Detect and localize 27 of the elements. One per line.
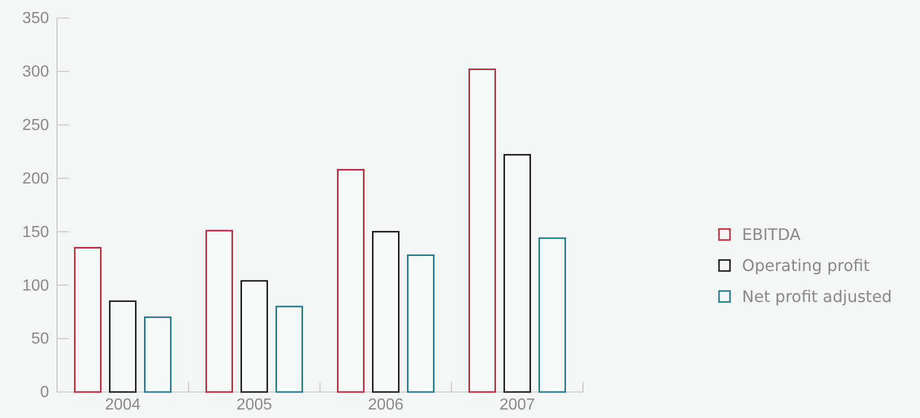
bar [504, 154, 531, 393]
bar [74, 246, 102, 393]
bar [276, 306, 303, 393]
legend-label: EBITDA [742, 225, 801, 244]
y-tick-label: 150 [22, 224, 50, 241]
y-tick-label: 50 [31, 330, 50, 348]
bar [372, 230, 400, 393]
legend-label: Operating profit [742, 256, 870, 275]
bar [538, 237, 566, 393]
bar [337, 168, 364, 393]
bar [206, 230, 233, 393]
bar [468, 68, 496, 393]
y-tick-label: 300 [22, 64, 50, 81]
bar [407, 254, 434, 393]
y-tick-label: 250 [22, 116, 50, 134]
bar [109, 300, 136, 393]
y-tick-label: 100 [22, 277, 50, 294]
legend-label: Net profit adjusted [742, 287, 892, 306]
x-tick-label: 2004 [104, 396, 141, 414]
x-tick-label: 2005 [236, 396, 272, 414]
x-tick-label: 2007 [499, 396, 536, 414]
bar [240, 280, 268, 393]
bar [144, 316, 172, 393]
y-tick-label: 0 [40, 384, 50, 402]
x-tick-label: 2006 [368, 396, 404, 414]
y-tick-label: 350 [22, 10, 50, 28]
y-tick-label: 200 [22, 170, 50, 188]
